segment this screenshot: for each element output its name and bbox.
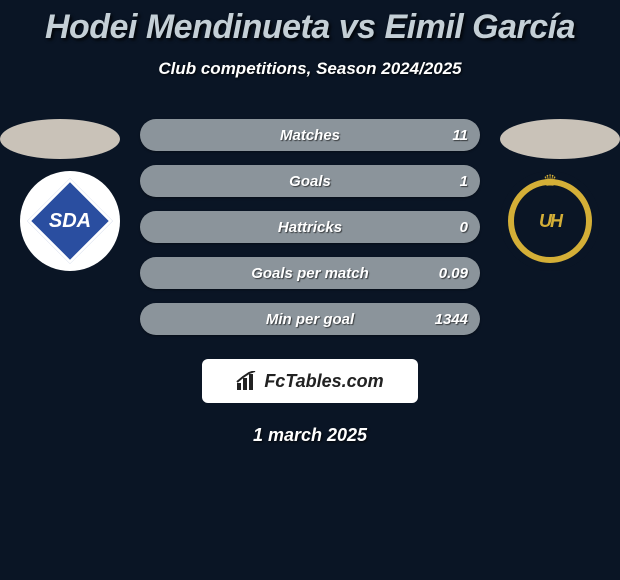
bar-chart-icon <box>236 371 260 391</box>
crest-left-label: SDA <box>28 179 112 263</box>
player-left-avatar <box>0 119 120 159</box>
stat-right-value: 1344 <box>435 311 468 328</box>
stats-area: SDA ♛ UH Matches11 Goals1 Hattricks0 Goals … <box>0 119 620 349</box>
comparison-title: Hodei Mendinueta vs Eimil García <box>0 0 620 47</box>
stat-row: Goals per match0.09 <box>140 257 480 289</box>
crest-uh-icon: ♛ UH <box>508 179 592 263</box>
footer-date: 1 march 2025 <box>0 425 620 446</box>
stat-right-value: 0 <box>460 219 468 236</box>
stat-row: Min per goal1344 <box>140 303 480 335</box>
comparison-subtitle: Club competitions, Season 2024/2025 <box>0 59 620 79</box>
stat-right-value: 11 <box>452 127 468 144</box>
crest-right-label: UH <box>539 211 561 232</box>
brand-text: FcTables.com <box>264 371 383 392</box>
stat-label: Goals per match <box>140 265 480 282</box>
club-right-logo: ♛ UH <box>500 171 600 271</box>
stat-label: Min per goal <box>140 311 480 328</box>
club-left-logo: SDA <box>20 171 120 271</box>
brand-box[interactable]: FcTables.com <box>202 359 418 403</box>
stat-rows: Matches11 Goals1 Hattricks0 Goals per match… <box>140 119 480 349</box>
stat-row: Matches11 <box>140 119 480 151</box>
stat-right-value: 0.09 <box>439 265 468 282</box>
stat-label: Goals <box>140 173 480 190</box>
stat-label: Hattricks <box>140 219 480 236</box>
stat-label: Matches <box>140 127 480 144</box>
crest-sda-icon: SDA <box>28 179 112 263</box>
crown-icon: ♛ <box>543 171 557 191</box>
stat-row: Hattricks0 <box>140 211 480 243</box>
player-right-avatar <box>500 119 620 159</box>
stat-row: Goals1 <box>140 165 480 197</box>
stat-right-value: 1 <box>460 173 468 190</box>
